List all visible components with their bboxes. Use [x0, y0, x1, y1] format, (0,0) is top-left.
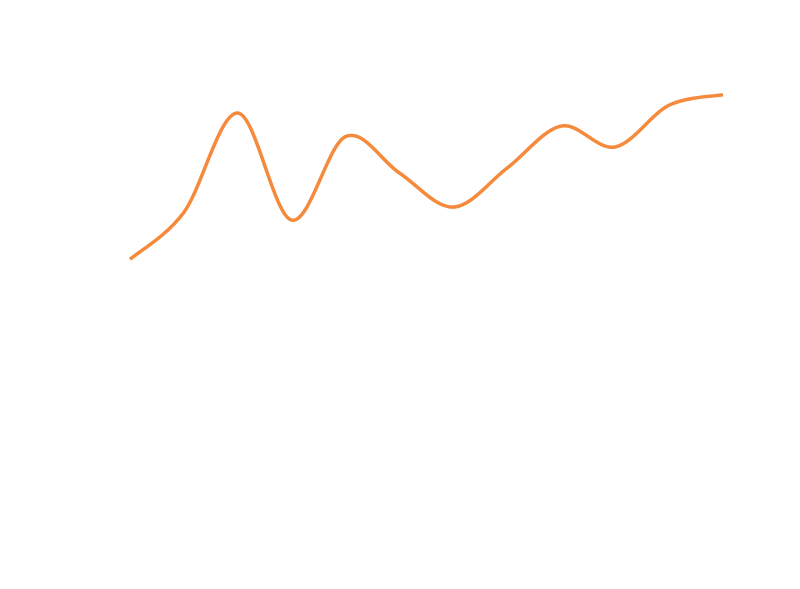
plot-area [128, 93, 724, 261]
series-line-0 [128, 93, 724, 261]
